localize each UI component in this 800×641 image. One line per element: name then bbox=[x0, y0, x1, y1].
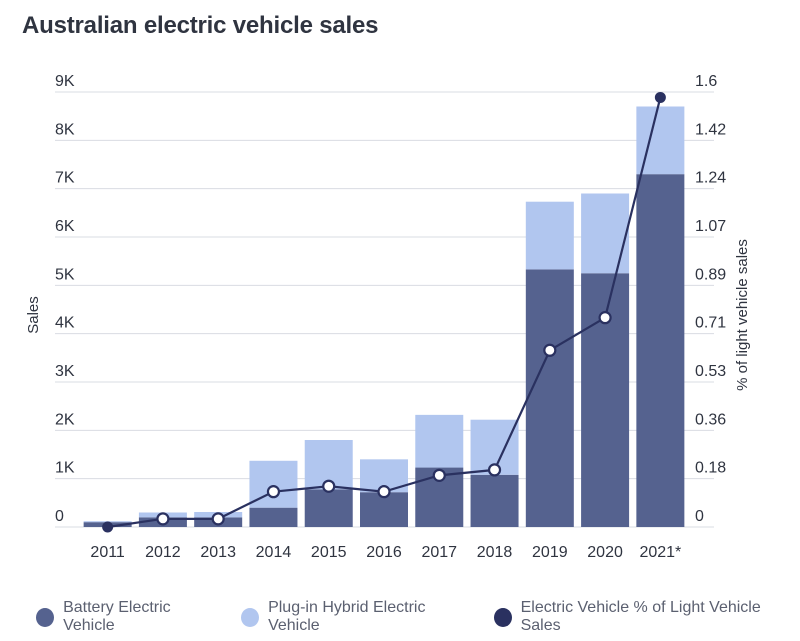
bar-plugin-hybrid bbox=[415, 414, 464, 468]
y-axis-title-right: % of light vehicle sales bbox=[734, 239, 751, 391]
y-tick-label-right: 1.6 bbox=[695, 73, 717, 90]
y-tick-label-left: 2K bbox=[55, 411, 75, 428]
y-tick-label-right: 1.42 bbox=[695, 121, 726, 138]
y-tick-label-right: 0.53 bbox=[695, 363, 726, 380]
y-tick-label-right: 1.07 bbox=[695, 218, 726, 235]
y-tick-label-left: 9K bbox=[55, 73, 75, 90]
y-tick-label-right: 0 bbox=[695, 508, 704, 525]
legend-label: Battery Electric Vehicle bbox=[63, 599, 171, 634]
ev-percentage-point bbox=[654, 91, 666, 103]
x-tick-label: 2016 bbox=[366, 544, 402, 561]
legend-label: Electric Vehicle % of Light Vehicle Sale… bbox=[520, 599, 761, 634]
bar-battery-electric bbox=[249, 507, 298, 527]
bar-plugin-hybrid bbox=[581, 193, 630, 274]
bars bbox=[83, 106, 685, 527]
legend-label: Plug-in Hybrid Electric Vehicle bbox=[268, 599, 426, 634]
ev-percentage-point bbox=[543, 343, 557, 357]
axis-ticks: 0 0 1K 0.18 2K 0.36 3K 0.53 4K 0.71 5K 0.89 6K 1.07 7K… bbox=[55, 73, 726, 561]
y-tick-label-left: 6K bbox=[55, 218, 75, 235]
bar-battery-electric bbox=[304, 489, 353, 527]
ev-percentage-point bbox=[102, 521, 114, 533]
y-tick-label-right: 0.36 bbox=[695, 411, 726, 428]
y-tick-label-left: 1K bbox=[55, 460, 75, 477]
legend-item: Plug-in Hybrid Electric Vehicle bbox=[240, 599, 472, 635]
bar-battery-electric bbox=[525, 269, 574, 527]
y-tick-label-left: 4K bbox=[55, 315, 75, 332]
y-tick-label-right: 0.71 bbox=[695, 315, 726, 332]
y-tick-label-left: 8K bbox=[55, 121, 75, 138]
ev-percentage-point bbox=[266, 485, 281, 499]
y-tick-label-left: 7K bbox=[55, 170, 75, 187]
x-tick-label: 2014 bbox=[256, 544, 292, 561]
y-axis-title-left: Sales bbox=[25, 296, 42, 334]
ev-percentage-point bbox=[432, 468, 446, 482]
x-tick-label: 2013 bbox=[200, 544, 236, 561]
bar-battery-electric bbox=[470, 474, 519, 527]
x-tick-label: 2011 bbox=[90, 544, 125, 561]
y-tick-label-right: 1.24 bbox=[695, 170, 726, 187]
legend-swatch bbox=[36, 607, 55, 627]
ev-percentage-point bbox=[598, 311, 612, 325]
percentage-line bbox=[102, 91, 666, 533]
ev-percentage-point bbox=[322, 479, 336, 493]
x-tick-label: 2021* bbox=[639, 544, 681, 561]
legend-swatch bbox=[493, 607, 512, 627]
x-tick-label: 2015 bbox=[311, 544, 347, 561]
chart-title: Australian electric vehicle sales bbox=[22, 12, 379, 39]
y-tick-label-right: 0.18 bbox=[695, 460, 726, 477]
bar-plugin-hybrid bbox=[525, 201, 574, 270]
x-tick-label: 2020 bbox=[587, 544, 623, 561]
ev-percentage-point bbox=[156, 512, 170, 526]
bar-battery-electric bbox=[636, 174, 685, 527]
y-tick-label-left: 5K bbox=[55, 266, 75, 283]
y-tick-label-right: 0.89 bbox=[695, 266, 726, 283]
ev-percentage-point bbox=[377, 485, 391, 499]
y-tick-label-left: 3K bbox=[55, 363, 75, 380]
x-tick-label: 2017 bbox=[421, 544, 457, 561]
legend: Battery Electric Vehicle Plug-in Hybrid E… bbox=[36, 599, 800, 635]
ev-percentage-point bbox=[487, 463, 502, 477]
y-tick-label-left: 0 bbox=[55, 508, 64, 525]
x-tick-label: 2012 bbox=[145, 544, 181, 561]
ev-percentage-point bbox=[211, 512, 225, 526]
legend-swatch bbox=[240, 607, 260, 627]
legend-item: Electric Vehicle % of Light Vehicle Sale… bbox=[493, 599, 793, 635]
x-tick-label: 2018 bbox=[477, 544, 513, 561]
x-tick-label: 2019 bbox=[532, 544, 568, 561]
legend-item: Battery Electric Vehicle bbox=[36, 599, 219, 635]
